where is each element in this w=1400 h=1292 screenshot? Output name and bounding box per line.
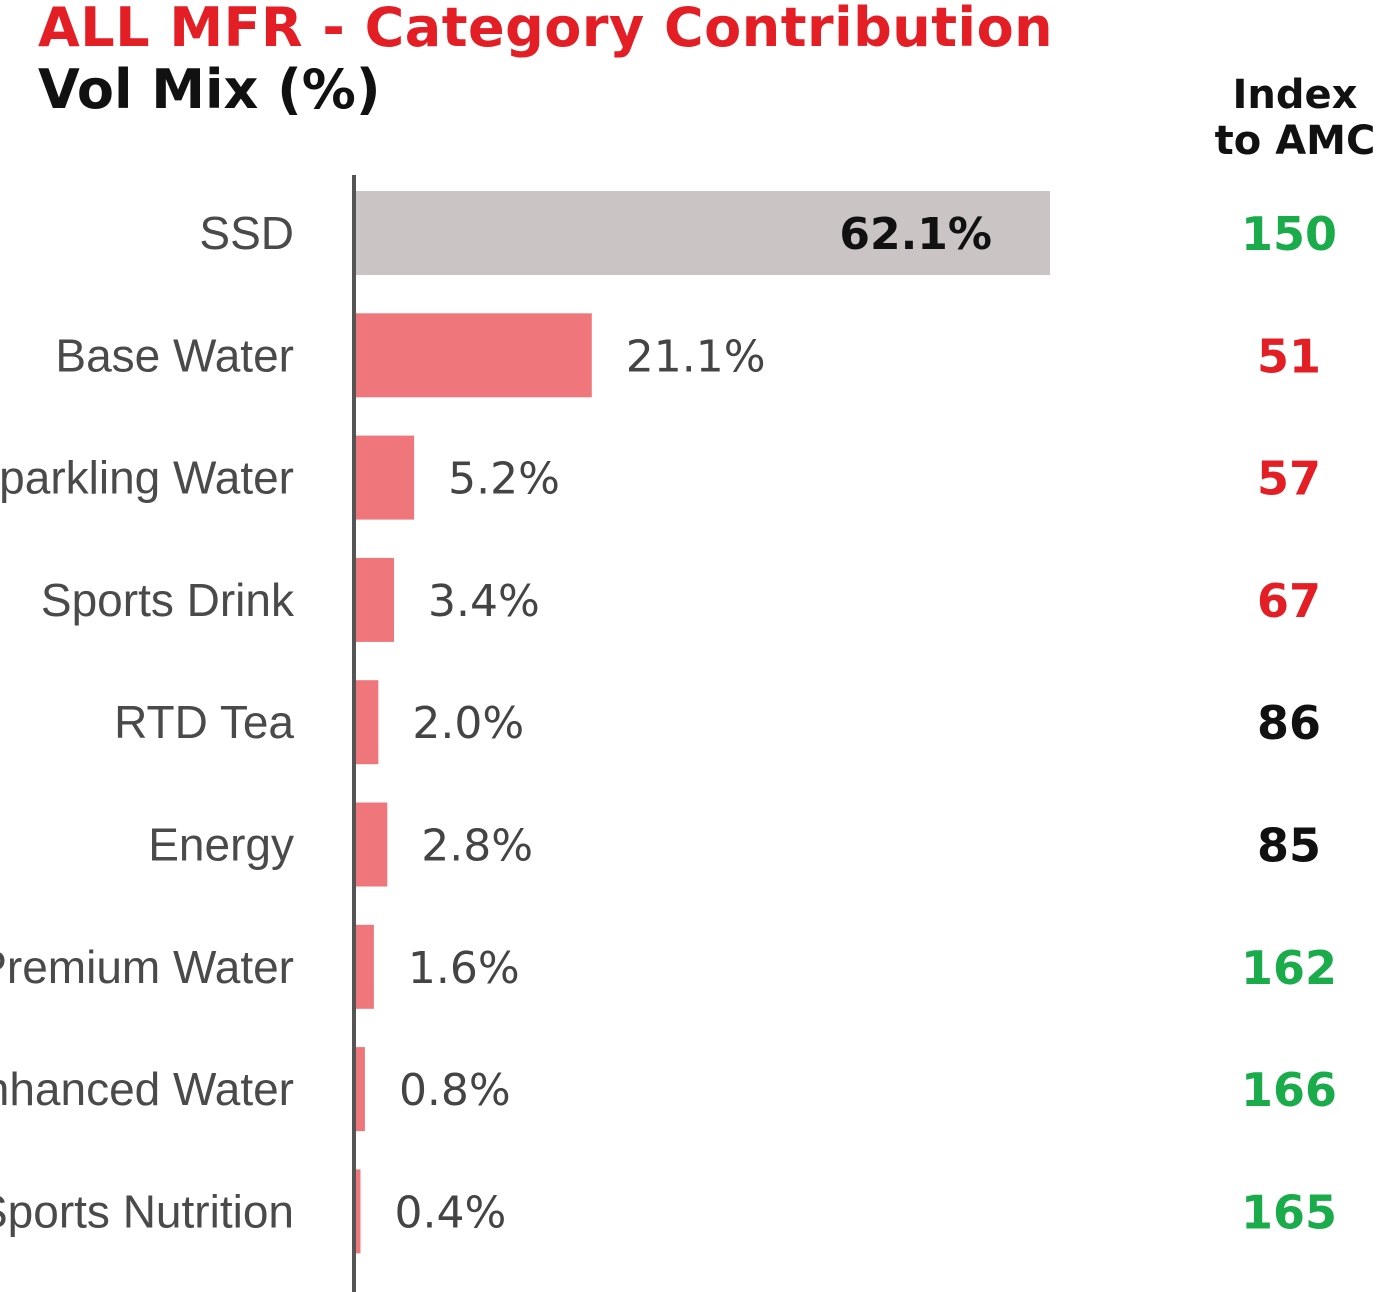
category-label: Sparkling Water [0, 452, 294, 504]
bar [356, 191, 1050, 275]
category-label: Base Water [55, 329, 294, 381]
index-header-line2: to AMC [1214, 118, 1376, 164]
index-value: 166 [1241, 1063, 1337, 1117]
category-label: Energy [148, 819, 294, 871]
index-value: 162 [1241, 941, 1337, 995]
index-value: 57 [1257, 452, 1321, 506]
category-label: Sports Drink [41, 574, 295, 626]
bar [356, 435, 415, 520]
category-label: SSD [199, 207, 294, 259]
value-label: 1.6% [408, 943, 520, 994]
value-label: 3.4% [428, 576, 540, 627]
value-label: 2.0% [412, 698, 524, 749]
category-label: Enhanced Water [0, 1063, 294, 1115]
index-value: 150 [1241, 207, 1337, 261]
bar [356, 802, 388, 887]
bar [356, 557, 394, 642]
index-header-line1: Index [1232, 72, 1358, 118]
index-value: 85 [1257, 819, 1321, 873]
index-value: 86 [1257, 696, 1321, 750]
category-label: Premium Water [0, 941, 294, 993]
bar [356, 1047, 365, 1132]
bar [356, 313, 592, 398]
category-label: RTD Tea [114, 696, 294, 748]
bar [356, 924, 374, 1009]
chart-subtitle: Vol Mix (%) [38, 58, 381, 121]
bar [356, 680, 379, 765]
value-label: 62.1% [839, 209, 992, 260]
index-column-header: Index to AMC [1180, 72, 1400, 164]
value-label: 0.8% [399, 1065, 511, 1116]
index-value: 67 [1257, 574, 1321, 628]
value-label: 2.8% [421, 821, 533, 872]
index-value: 51 [1257, 329, 1321, 383]
chart-title: ALL MFR - Category Contribution [38, 0, 1054, 59]
value-label: 21.1% [626, 331, 766, 382]
value-label: 0.4% [394, 1187, 506, 1238]
value-label: 5.2% [448, 454, 560, 505]
category-label: Sports Nutrition [0, 1185, 294, 1237]
bar [356, 1169, 361, 1254]
index-value: 165 [1241, 1185, 1337, 1239]
